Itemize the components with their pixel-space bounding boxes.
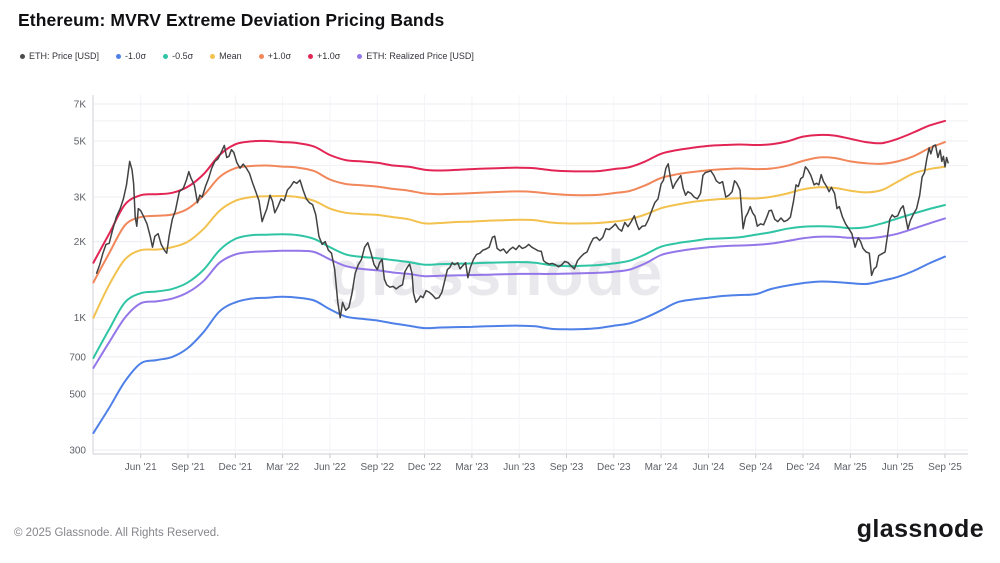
legend-dot-icon [258, 53, 264, 59]
series-2-mean [92, 165, 946, 319]
legend-label: -1.0σ [125, 51, 147, 61]
x-tick-label: Jun '23 [503, 462, 535, 473]
y-tick-label: 3K [74, 193, 87, 204]
series-4-eth-realized-price-usd [92, 217, 946, 369]
copyright-text: © 2025 Glassnode. All Rights Reserved. [14, 527, 220, 539]
x-tick-label: Jun '22 [314, 462, 346, 473]
footer: © 2025 Glassnode. All Rights Reserved. g… [0, 507, 1000, 563]
y-tick-label: 300 [69, 445, 86, 456]
legend-item[interactable]: +1.0σ [308, 51, 340, 61]
legend-item[interactable]: ETH: Realized Price [USD] [357, 51, 474, 61]
x-tick-label: Dec '24 [786, 462, 820, 473]
x-tick-label: Mar '22 [266, 462, 299, 473]
legend-item[interactable]: -1.0σ [116, 51, 146, 61]
mvrv-pricing-bands-chart: 7K 5K 3K 2K 1K 700 500 300 Jun '21 Sep '21 Dec '21… [69, 95, 968, 473]
x-tick-label: Jun '25 [882, 462, 914, 473]
series-6-eth-price-usd [95, 144, 949, 319]
series-0-1-0 [92, 119, 946, 264]
legend-dot-icon [116, 53, 122, 59]
y-tick-label: 700 [69, 352, 86, 363]
x-tick-label: Jun '21 [125, 462, 157, 473]
chart-legend: ETH: Price [USD] -1.0σ -0.5σ Mean +1.0σ +1.0σ… [20, 51, 474, 61]
x-tick-label: Mar '24 [645, 462, 678, 473]
legend-item[interactable]: +1.0σ [258, 51, 292, 61]
x-tick-label: Sep '21 [171, 462, 205, 473]
legend-dot-icon [210, 53, 216, 59]
x-tick-label: Sep '22 [360, 462, 394, 473]
series-3-0-5 [92, 204, 946, 360]
y-tick-label: 5K [74, 136, 87, 147]
y-tick-label: 500 [69, 389, 86, 400]
legend-label: Mean [219, 51, 242, 61]
legend-item[interactable]: ETH: Price [USD] [20, 51, 99, 61]
x-tick-label: Dec '22 [408, 462, 442, 473]
x-tick-label: Dec '21 [219, 462, 253, 473]
x-tick-label: Mar '23 [455, 462, 488, 473]
x-tick-label: Sep '24 [739, 462, 773, 473]
page-title: Ethereum: MVRV Extreme Deviation Pricing… [18, 10, 445, 30]
glassnode-logo[interactable]: glassnode [856, 515, 984, 543]
legend-item[interactable]: Mean [210, 51, 242, 61]
legend-label: ETH: Realized Price [USD] [366, 51, 474, 61]
legend-dot-icon [357, 53, 363, 59]
legend-label: +1.0σ [267, 51, 292, 61]
legend-label: ETH: Price [USD] [29, 51, 100, 61]
chart-canvas[interactable]: 7K 5K 3K 2K 1K 700 500 300 Jun '21 Sep '21 Dec '21… [0, 0, 1000, 500]
legend-label: +1.0σ [317, 51, 341, 61]
x-tick-label: Jun '24 [692, 462, 724, 473]
series-1-1-0 [92, 141, 946, 284]
y-tick-label: 2K [74, 237, 87, 248]
legend-label: -0.5σ [172, 51, 194, 61]
x-tick-label: Sep '23 [550, 462, 584, 473]
legend-dot-icon [20, 53, 25, 59]
legend-dot-icon [163, 53, 169, 59]
legend-item[interactable]: -0.5σ [163, 51, 193, 61]
legend-dot-icon [308, 53, 314, 59]
series-5-1-0 [92, 255, 946, 435]
x-tick-label: Mar '25 [834, 462, 867, 473]
x-tick-label: Sep '25 [928, 462, 962, 473]
y-tick-label: 7K [74, 100, 87, 111]
y-tick-label: 1K [74, 313, 87, 324]
x-tick-label: Dec '23 [597, 462, 631, 473]
